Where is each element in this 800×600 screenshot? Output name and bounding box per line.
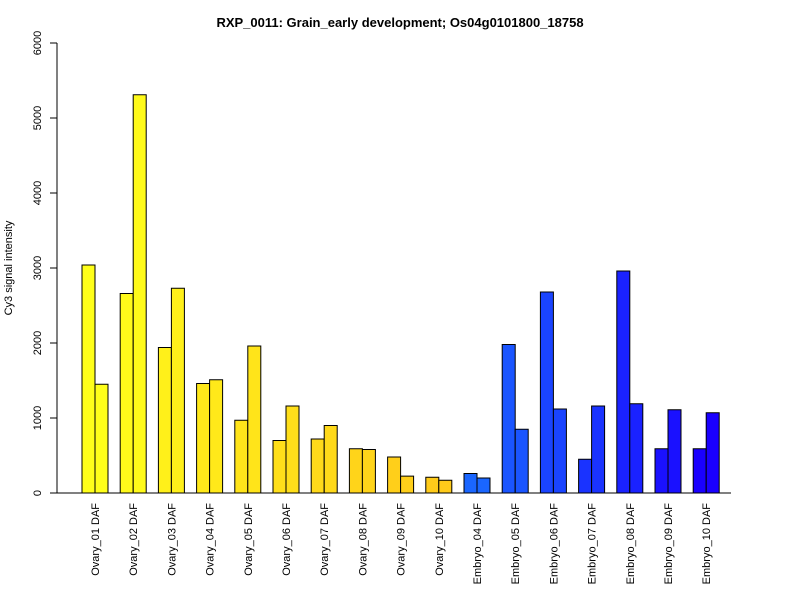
x-tick-label: Embryo_06 DAF (548, 503, 560, 585)
x-tick-label: Ovary_10 DAF (434, 503, 446, 576)
x-tick-label: Ovary_07 DAF (319, 503, 331, 576)
bar (157, 347, 172, 494)
x-tick-label: Ovary_05 DAF (243, 503, 255, 576)
x-tick-label: Embryo_05 DAF (510, 503, 522, 585)
bar (361, 449, 376, 494)
y-tick-label: 5000 (32, 106, 44, 130)
y-tick-label: 4000 (32, 181, 44, 205)
bar (272, 440, 287, 494)
bar (234, 419, 249, 494)
y-axis-label: Cy3 signal intensity (3, 220, 15, 315)
x-tick-label: Embryo_04 DAF (472, 503, 484, 585)
bar (591, 405, 606, 494)
bar (514, 428, 529, 494)
bar (425, 476, 440, 494)
x-tick-labels: Ovary_01 DAF Ovary_02 DAF Ovary_03 DAF Ovar… (90, 503, 713, 585)
bar (348, 448, 363, 494)
y-ticks: 0 1000 2000 3000 4000 5000 6000 (32, 31, 57, 496)
bar (654, 448, 669, 494)
bar (132, 94, 147, 494)
bar (705, 412, 720, 494)
bar (387, 456, 402, 494)
bar (667, 409, 682, 494)
bar (119, 293, 134, 494)
bar (629, 403, 644, 494)
y-tick-label: 6000 (32, 31, 44, 55)
chart-title: RXP_0011: Grain_early development; Os04g… (216, 15, 583, 30)
bar (400, 475, 415, 494)
x-tick-label: Ovary_01 DAF (90, 503, 102, 576)
x-tick-label: Ovary_06 DAF (281, 503, 293, 576)
bars (81, 94, 720, 494)
x-tick-label: Ovary_09 DAF (396, 503, 408, 576)
bar (170, 287, 185, 494)
bar (463, 473, 478, 494)
bar (552, 408, 567, 494)
y-tick-label: 1000 (32, 406, 44, 430)
x-tick-label: Embryo_09 DAF (663, 503, 675, 585)
x-tick-label: Ovary_04 DAF (205, 503, 217, 576)
x-tick-label: Ovary_02 DAF (128, 503, 140, 576)
y-tick-label: 2000 (32, 331, 44, 355)
x-tick-label: Embryo_07 DAF (587, 503, 599, 585)
bar (476, 477, 491, 494)
bar (501, 344, 516, 494)
x-tick-label: Ovary_03 DAF (166, 503, 178, 576)
x-tick-label: Ovary_08 DAF (357, 503, 369, 576)
bar (692, 448, 707, 494)
bar (310, 438, 325, 494)
bar (539, 291, 554, 494)
x-tick-label: Embryo_08 DAF (625, 503, 637, 585)
bar (247, 345, 262, 494)
bar (285, 405, 300, 494)
bar (616, 270, 631, 494)
bar (196, 383, 211, 494)
y-tick-label: 0 (32, 490, 44, 496)
bar (209, 379, 224, 494)
bar (81, 264, 96, 494)
bar (94, 383, 109, 494)
bar (578, 458, 593, 494)
x-tick-label: Embryo_10 DAF (701, 503, 713, 585)
bar (323, 425, 338, 494)
y-tick-label: 3000 (32, 256, 44, 280)
bar (438, 479, 453, 494)
